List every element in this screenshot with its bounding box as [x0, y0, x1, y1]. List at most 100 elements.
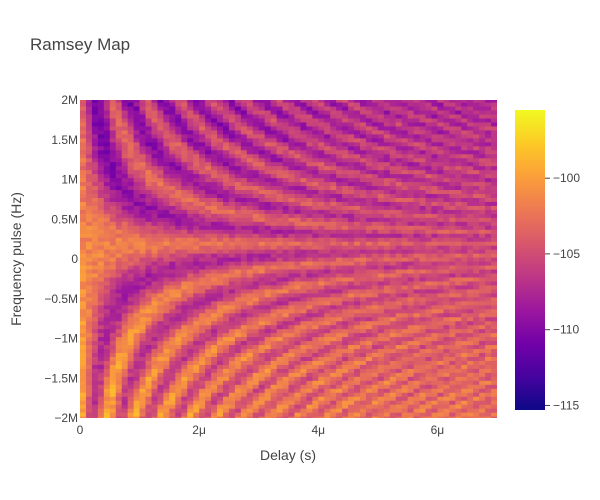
heatmap-cell — [371, 264, 379, 270]
heatmap-cell — [103, 205, 111, 210]
heatmap-cell — [139, 185, 147, 191]
heatmap-cell — [312, 153, 319, 159]
heatmap-cell — [115, 260, 123, 266]
heatmap-cell — [359, 221, 367, 226]
heatmap-cell — [133, 320, 141, 326]
heatmap-cell — [127, 169, 135, 175]
heatmap-cell — [359, 217, 367, 222]
heatmap-cell — [222, 368, 230, 373]
heatmap-cell — [443, 141, 450, 147]
heatmap-cell — [479, 360, 486, 365]
heatmap-cell — [294, 380, 302, 385]
heatmap-cell — [354, 340, 361, 346]
heatmap-cell — [115, 376, 123, 381]
heatmap-cell — [91, 149, 99, 155]
heatmap-cell — [115, 145, 123, 151]
heatmap-cell — [151, 181, 159, 187]
heatmap-cell — [234, 149, 242, 155]
heatmap-cell — [157, 320, 164, 326]
heatmap-cell — [383, 376, 391, 381]
heatmap-cell — [199, 292, 206, 298]
heatmap-cell — [187, 237, 194, 242]
heatmap-cell — [419, 296, 427, 302]
heatmap-cell — [228, 312, 236, 318]
heatmap-cell — [419, 137, 427, 143]
heatmap-cell — [294, 137, 302, 143]
heatmap-cell — [437, 193, 444, 198]
heatmap-cell — [425, 412, 433, 417]
heatmap-cell — [246, 364, 254, 369]
heatmap-cell — [252, 157, 260, 163]
heatmap-cell — [258, 360, 266, 365]
heatmap-cell — [461, 193, 468, 198]
heatmap-cell — [157, 137, 164, 143]
heatmap-cell — [461, 249, 468, 254]
heatmap-cell — [467, 141, 474, 147]
heatmap-cell — [312, 141, 319, 147]
heatmap-cell — [181, 229, 188, 234]
heatmap-cell — [270, 197, 278, 202]
heatmap-cell — [145, 352, 153, 357]
heatmap-cell — [115, 292, 123, 298]
heatmap-cell — [306, 225, 313, 230]
heatmap-cell — [318, 360, 325, 365]
heatmap-cell — [258, 296, 266, 302]
heatmap-cell — [139, 137, 147, 143]
heatmap-cell — [336, 272, 343, 278]
heatmap-cell — [175, 213, 182, 218]
heatmap-cell — [115, 217, 123, 222]
heatmap-cell — [163, 296, 170, 302]
heatmap-cell — [437, 284, 444, 290]
heatmap-cell — [145, 193, 153, 198]
heatmap-cell — [330, 348, 337, 354]
heatmap-cell — [300, 372, 307, 377]
heatmap-cell — [443, 237, 450, 242]
heatmap-cell — [222, 137, 230, 143]
heatmap-cell — [383, 292, 391, 298]
heatmap-cell — [324, 304, 331, 310]
heatmap-cell — [288, 241, 296, 246]
heatmap-cell — [389, 412, 397, 417]
heatmap-cell — [199, 209, 206, 214]
heatmap-cell — [133, 241, 141, 246]
heatmap-cell — [407, 260, 415, 266]
heatmap-cell — [407, 205, 415, 210]
heatmap-cell — [342, 324, 349, 330]
heatmap-cell — [252, 352, 260, 357]
heatmap-cell — [437, 221, 444, 226]
heatmap-cell — [91, 336, 99, 342]
heatmap-cell — [425, 364, 433, 369]
heatmap-cell — [425, 157, 433, 163]
heatmap-cell — [318, 416, 325, 418]
heatmap-cell — [240, 193, 248, 198]
heatmap-cell — [199, 308, 206, 314]
heatmap-cell — [437, 260, 444, 266]
heatmap-cell — [336, 193, 343, 198]
heatmap-cell — [437, 328, 444, 334]
heatmap-cell — [485, 316, 492, 322]
heatmap-cell — [306, 257, 313, 262]
heatmap-cell — [145, 356, 153, 361]
heatmap-cell — [342, 157, 349, 163]
heatmap-cell — [425, 276, 433, 282]
heatmap-cell — [127, 161, 135, 167]
heatmap-cell — [169, 133, 176, 139]
heatmap-cell — [240, 137, 248, 143]
heatmap-cell — [115, 400, 123, 405]
heatmap-cell — [407, 161, 415, 167]
heatmap-cell — [479, 376, 486, 381]
heatmap-cell — [324, 348, 331, 354]
heatmap-cell — [181, 284, 188, 290]
heatmap-cell — [103, 173, 111, 179]
heatmap-cell — [383, 348, 391, 354]
heatmap-cell — [163, 408, 170, 413]
heatmap-cell — [336, 356, 343, 361]
heatmap-cell — [211, 348, 218, 354]
heatmap-cell — [324, 372, 331, 377]
heatmap-cell — [491, 372, 497, 377]
heatmap-cell — [348, 364, 355, 369]
heatmap-cell — [461, 396, 468, 401]
heatmap-cell — [145, 408, 153, 413]
heatmap-cell — [395, 177, 403, 183]
heatmap-cell — [187, 376, 194, 381]
